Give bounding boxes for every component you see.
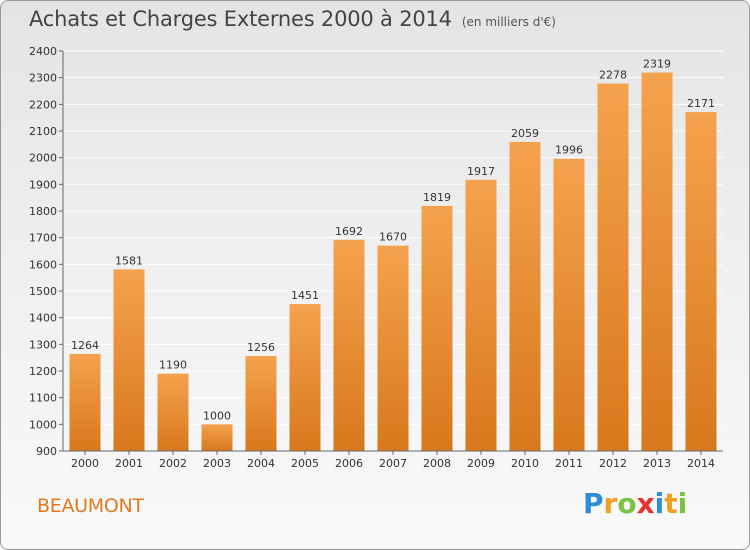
data-label-2014: 2171 [687,97,715,110]
y-tick-label: 1000 [29,418,57,431]
x-tick-label-2010: 2010 [511,457,539,470]
chart-title: Achats et Charges Externes 2000 à 2014 (e… [29,7,556,31]
data-label-2002: 1190 [159,359,187,372]
y-tick-label: 1800 [29,205,57,218]
x-tick-label-2009: 2009 [467,457,495,470]
y-tick-label: 2100 [29,125,57,138]
x-tick-label-2007: 2007 [379,457,407,470]
data-label-2010: 2059 [511,127,539,140]
data-label-2003: 1000 [203,409,231,422]
data-label-2004: 1256 [247,341,275,354]
x-tick-label-2005: 2005 [291,457,319,470]
x-axis-ticks: 2000 2001 2002 2003 2004 2005 2006 2007 2008 2009… [71,451,715,470]
data-label-2001: 1581 [115,254,143,267]
bar-2000 [69,353,101,451]
logo-letter: P [583,487,604,520]
y-tick-label: 1300 [29,338,57,351]
bar-2014 [685,112,717,452]
bar-2010 [509,141,541,451]
y-tick-label: 900 [36,445,57,458]
x-tick-label-2013: 2013 [643,457,671,470]
chart-subtitle: (en milliers d'€) [461,15,556,29]
y-tick-label: 1700 [29,232,57,245]
proxiti-logo: Proxiti [583,487,687,520]
x-tick-label-2008: 2008 [423,457,451,470]
data-label-2000: 1264 [71,339,99,352]
y-tick-label: 2300 [29,72,57,85]
y-tick-label: 2000 [29,152,57,165]
data-labels: 1264 1581 1190 1000 1256 1451 1692 1670 1819 1917… [71,58,715,423]
bar-2001 [113,269,145,451]
bar-2004 [245,356,277,451]
bar-2005 [289,304,321,451]
x-tick-label-2001: 2001 [115,457,143,470]
y-axis-ticks: 900 1000 1100 1200 1300 1400 1500 1600 1700 1800 1… [29,45,64,458]
x-tick-label-2003: 2003 [203,457,231,470]
bar-2008 [421,205,453,451]
bar-2012 [597,83,629,452]
logo-letter: r [603,487,618,520]
y-tick-label: 2200 [29,98,57,111]
x-tick-label-2004: 2004 [247,457,275,470]
logo-letter: x [636,487,655,520]
data-label-2011: 1996 [555,144,583,157]
bar-2002 [157,373,189,451]
x-tick-label-2012: 2012 [599,457,627,470]
chart-title-text: Achats et Charges Externes 2000 à 2014 [29,7,452,31]
y-tick-label: 1600 [29,258,57,271]
data-label-2013: 2319 [643,58,671,71]
logo-letter: t [664,487,678,520]
data-label-2005: 1451 [291,289,319,302]
y-tick-label: 1900 [29,178,57,191]
bar-2007 [377,245,409,451]
y-tick-label: 1400 [29,312,57,325]
data-label-2009: 1917 [467,165,495,178]
y-tick-label: 1500 [29,285,57,298]
x-tick-label-2002: 2002 [159,457,187,470]
bar-2013 [641,72,673,451]
data-label-2006: 1692 [335,225,363,238]
y-tick-label: 1200 [29,365,57,378]
commune-name: BEAUMONT [37,495,144,517]
bar-2006 [333,239,365,451]
bars [69,72,717,452]
bar-2011 [553,158,585,451]
logo-letter: i [654,487,665,520]
x-tick-label-2011: 2011 [555,457,583,470]
data-label-2012: 2278 [599,69,627,82]
x-tick-label-2014: 2014 [687,457,715,470]
y-tick-label: 2400 [29,45,57,58]
x-tick-label-2000: 2000 [71,457,99,470]
x-tick-label-2006: 2006 [335,457,363,470]
bar-2003 [201,424,233,451]
data-label-2008: 1819 [423,191,451,204]
bar-2009 [465,179,497,452]
data-label-2007: 1670 [379,231,407,244]
y-tick-label: 1100 [29,392,57,405]
logo-letter: i [677,487,688,520]
logo-letter: o [617,487,637,520]
